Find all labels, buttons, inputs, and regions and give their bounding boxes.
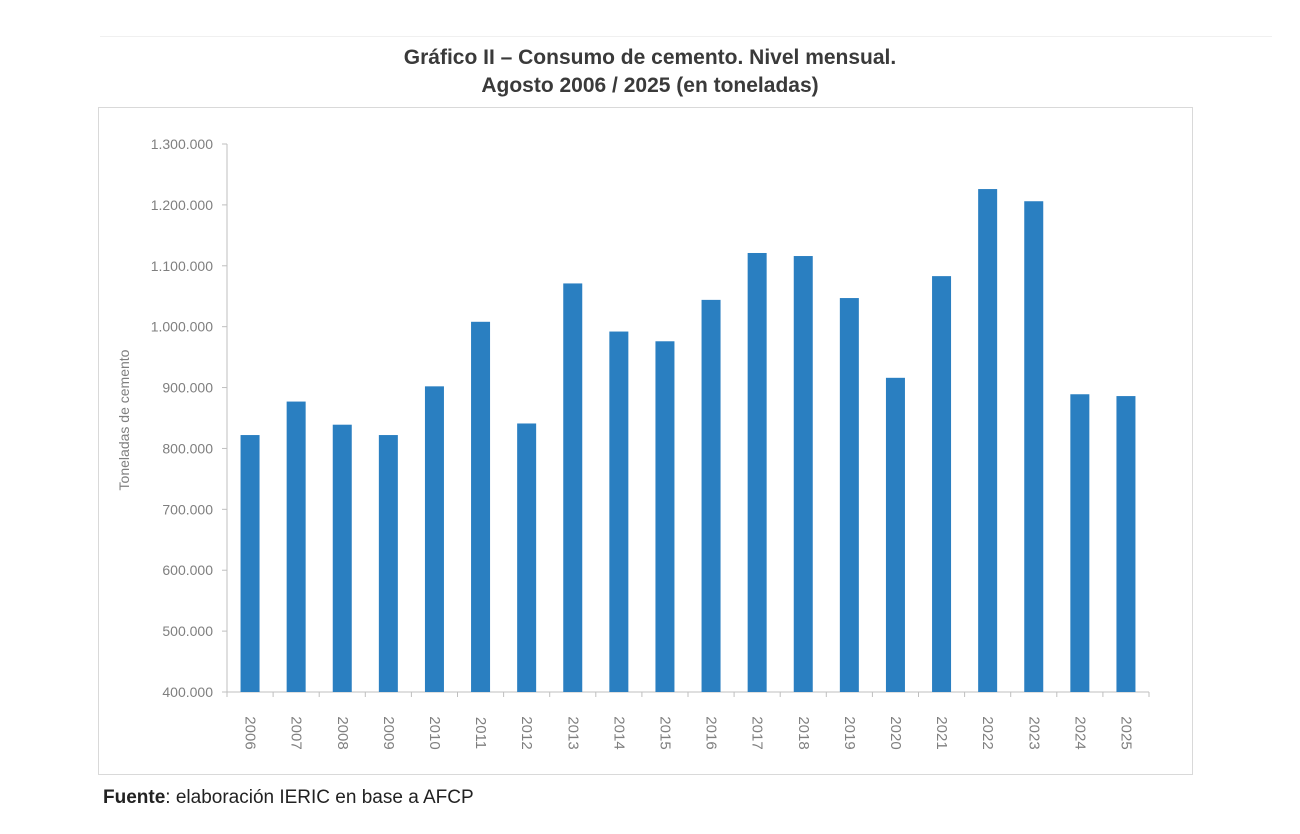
x-tick-label-2008: 2008 xyxy=(334,716,351,749)
x-tick-label-2025: 2025 xyxy=(1117,716,1134,749)
bar-2022 xyxy=(978,189,998,692)
chart-frame xyxy=(98,107,1193,775)
bar-2025 xyxy=(1116,396,1136,692)
x-tick-label-2009: 2009 xyxy=(380,716,397,749)
bar-2010 xyxy=(424,386,444,692)
source-label: Fuente xyxy=(103,787,166,808)
source-text: : elaboración IERIC en base a AFCP xyxy=(165,787,474,808)
bar-2013 xyxy=(563,283,583,692)
x-tick-label-2013: 2013 xyxy=(564,716,581,749)
y-tick-label: 1.200.000 xyxy=(151,197,213,213)
x-tick-label-2006: 2006 xyxy=(242,716,259,749)
x-tick-label-2015: 2015 xyxy=(656,716,673,749)
bar-2018 xyxy=(793,256,813,692)
y-tick-label: 400.000 xyxy=(162,684,213,700)
x-tick-label-2020: 2020 xyxy=(887,716,904,749)
top-divider xyxy=(100,36,1272,37)
chart-title-line1: Gráfico II – Consumo de cemento. Nivel m… xyxy=(403,46,897,69)
y-tick-label: 1.300.000 xyxy=(151,136,213,152)
bar-2014 xyxy=(609,331,629,692)
bar-2009 xyxy=(378,435,398,692)
x-tick-label-2016: 2016 xyxy=(703,716,720,749)
x-tick-label-2019: 2019 xyxy=(841,716,858,749)
bar-2012 xyxy=(517,423,537,692)
bar-2015 xyxy=(655,341,675,692)
bar-2017 xyxy=(747,252,767,693)
y-tick-label: 800.000 xyxy=(162,440,213,456)
y-axis-title: Toneladas de cemento xyxy=(116,349,132,490)
bar-2019 xyxy=(839,298,859,692)
x-tick-label-2023: 2023 xyxy=(1025,716,1042,749)
x-tick-label-2018: 2018 xyxy=(795,716,812,749)
chart-title-line2: Agosto 2006 / 2025 (en toneladas) xyxy=(481,74,819,97)
x-tick-label-2021: 2021 xyxy=(933,716,950,749)
bar-2023 xyxy=(1024,201,1044,693)
x-tick-label-2007: 2007 xyxy=(288,716,305,749)
x-tick-label-2022: 2022 xyxy=(979,716,996,749)
bar-2011 xyxy=(471,321,491,692)
bar-2007 xyxy=(286,401,306,692)
y-tick-label: 1.100.000 xyxy=(151,258,213,274)
x-tick-label-2014: 2014 xyxy=(610,716,627,749)
bar-2024 xyxy=(1070,394,1090,692)
source-note: Fuente: elaboración IERIC en base a AFCP xyxy=(103,787,474,809)
x-tick-label-2010: 2010 xyxy=(426,716,443,749)
y-tick-label: 1.000.000 xyxy=(151,319,213,335)
y-tick-label: 900.000 xyxy=(162,380,213,396)
y-tick-label: 600.000 xyxy=(162,562,213,578)
x-tick-label-2017: 2017 xyxy=(749,716,766,749)
bar-2008 xyxy=(332,424,352,692)
x-tick-label-2011: 2011 xyxy=(472,717,489,749)
x-tick-label-2012: 2012 xyxy=(518,716,535,749)
bar-2006 xyxy=(240,435,260,692)
x-tick-label-2024: 2024 xyxy=(1071,716,1088,749)
bar-2021 xyxy=(932,276,952,692)
y-tick-label: 700.000 xyxy=(162,501,213,517)
bar-2020 xyxy=(885,377,905,692)
bar-2016 xyxy=(701,299,721,692)
y-tick-label: 500.000 xyxy=(162,623,213,639)
